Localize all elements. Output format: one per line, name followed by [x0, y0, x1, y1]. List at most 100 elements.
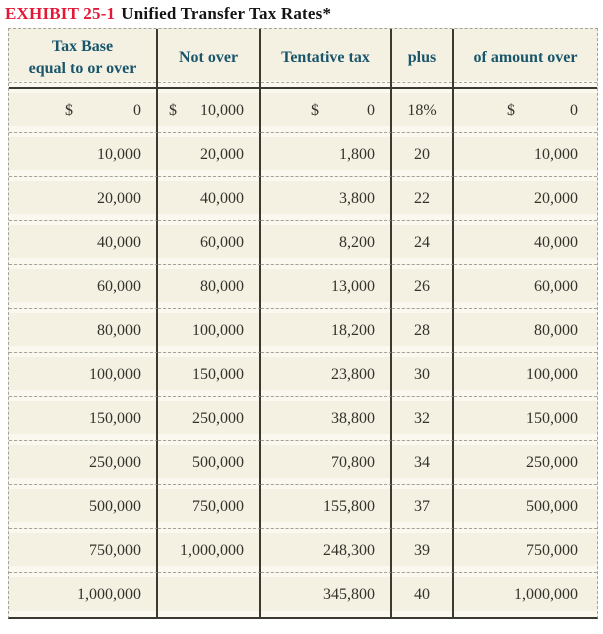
- plus-rate-value: 39: [414, 541, 430, 559]
- header-row: Tax Base equal to or over Not over Tenta…: [9, 29, 597, 89]
- tax-base-value: 20,000: [97, 189, 141, 207]
- not-over-value: 20,000: [200, 145, 244, 163]
- of-amount-over-value: 500,000: [526, 497, 578, 515]
- tax-base-value: 500,000: [89, 497, 141, 515]
- tax-base-value: 100,000: [89, 365, 141, 383]
- not-over-value: 250,000: [192, 409, 244, 427]
- table-row: $0 $10,000 $0 18% $0: [9, 89, 597, 133]
- tax-base-cell: 150,000: [9, 397, 158, 441]
- not-over-cell: 750,000: [158, 485, 261, 529]
- tentative-tax-value: 155,800: [323, 497, 375, 515]
- of-amount-over-cell: 100,000: [454, 353, 597, 397]
- table-row: 500,000 750,000 155,800 37 500,000: [9, 485, 597, 529]
- table-row: 150,000 250,000 38,800 32 150,000: [9, 397, 597, 441]
- tax-base-cell: $0: [9, 89, 158, 133]
- of-amount-over-cell: 20,000: [454, 177, 597, 221]
- tentative-tax-cell: $0: [261, 89, 392, 133]
- of-amount-over-cell: 10,000: [454, 133, 597, 177]
- not-over-value: 40,000: [200, 189, 244, 207]
- not-over-cell: 20,000: [158, 133, 261, 177]
- tentative-tax-cell: 23,800: [261, 353, 392, 397]
- table-body: $0 $10,000 $0 18% $0 10,000 20,000 1,800…: [9, 89, 597, 617]
- tentative-tax-value: 38,800: [331, 409, 375, 427]
- plus-rate-value: 28: [414, 321, 430, 339]
- of-amount-over-value: 10,000: [534, 145, 578, 163]
- tentative-tax-value: 8,200: [339, 233, 375, 251]
- tax-base-cell: 1,000,000: [9, 573, 158, 617]
- tax-base-value: 1,000,000: [77, 586, 141, 603]
- plus-rate-cell: 26: [392, 265, 454, 309]
- table-row: 20,000 40,000 3,800 22 20,000: [9, 177, 597, 221]
- plus-rate-cell: 18%: [392, 89, 454, 133]
- tentative-tax-cell: 345,800: [261, 573, 392, 617]
- plus-rate-cell: 28: [392, 309, 454, 353]
- plus-rate-value: 37: [414, 497, 430, 515]
- not-over-cell: 80,000: [158, 265, 261, 309]
- tax-base-cell: 40,000: [9, 221, 158, 265]
- plus-rate-cell: 24: [392, 221, 454, 265]
- dollar-sign: $: [311, 101, 319, 119]
- not-over-cell: 40,000: [158, 177, 261, 221]
- not-over-cell: $10,000: [158, 89, 261, 133]
- of-amount-over-value: 20,000: [534, 189, 578, 207]
- tentative-tax-value: 345,800: [323, 586, 375, 603]
- dollar-sign: $: [169, 101, 177, 119]
- table-row: 40,000 60,000 8,200 24 40,000: [9, 221, 597, 265]
- not-over-cell: [158, 573, 261, 617]
- of-amount-over-value: 150,000: [526, 409, 578, 427]
- tax-base-cell: 20,000: [9, 177, 158, 221]
- plus-rate-value: 40: [414, 586, 430, 603]
- tentative-tax-value: 18,200: [331, 321, 375, 339]
- tax-base-value: 0: [133, 101, 141, 119]
- plus-rate-value: 24: [414, 233, 430, 251]
- not-over-value: 1,000,000: [180, 541, 244, 559]
- not-over-value: 750,000: [192, 497, 244, 515]
- not-over-cell: 100,000: [158, 309, 261, 353]
- dollar-sign: $: [507, 101, 515, 119]
- plus-rate-cell: 32: [392, 397, 454, 441]
- tentative-tax-cell: 8,200: [261, 221, 392, 265]
- exhibit-number: EXHIBIT 25-1: [5, 4, 116, 23]
- table-row: 1,000,000 345,800 40 1,000,000: [9, 573, 597, 617]
- tentative-tax-cell: 3,800: [261, 177, 392, 221]
- of-amount-over-cell: 40,000: [454, 221, 597, 265]
- of-amount-over-cell: 1,000,000: [454, 573, 597, 617]
- exhibit-title: EXHIBIT 25-1 Unified Transfer Tax Rates*: [5, 4, 603, 24]
- header-tax-base: Tax Base equal to or over: [9, 29, 158, 89]
- table-row: 80,000 100,000 18,200 28 80,000: [9, 309, 597, 353]
- of-amount-over-value: 250,000: [526, 453, 578, 471]
- header-not-over: Not over: [158, 29, 261, 89]
- table-row: 250,000 500,000 70,800 34 250,000: [9, 441, 597, 485]
- header-tentative-tax: Tentative tax: [261, 29, 392, 89]
- plus-rate-cell: 39: [392, 529, 454, 573]
- tax-base-cell: 750,000: [9, 529, 158, 573]
- tentative-tax-cell: 13,000: [261, 265, 392, 309]
- tentative-tax-value: 0: [367, 101, 375, 119]
- plus-rate-value: 22: [414, 189, 430, 207]
- plus-rate-value: 18%: [407, 101, 437, 119]
- not-over-cell: 150,000: [158, 353, 261, 397]
- plus-rate-cell: 22: [392, 177, 454, 221]
- plus-rate-cell: 20: [392, 133, 454, 177]
- tentative-tax-cell: 155,800: [261, 485, 392, 529]
- not-over-value: 100,000: [192, 321, 244, 339]
- unified-transfer-tax-rates-table: Tax Base equal to or over Not over Tenta…: [8, 28, 598, 619]
- plus-rate-cell: 30: [392, 353, 454, 397]
- not-over-cell: 1,000,000: [158, 529, 261, 573]
- of-amount-over-value: 1,000,000: [514, 586, 578, 603]
- tentative-tax-cell: 1,800: [261, 133, 392, 177]
- of-amount-over-cell: $0: [454, 89, 597, 133]
- tentative-tax-value: 3,800: [339, 189, 375, 207]
- tax-base-value: 60,000: [97, 277, 141, 295]
- of-amount-over-cell: 750,000: [454, 529, 597, 573]
- table-header: Tax Base equal to or over Not over Tenta…: [9, 29, 597, 89]
- plus-rate-value: 26: [414, 277, 430, 295]
- of-amount-over-cell: 80,000: [454, 309, 597, 353]
- not-over-cell: 500,000: [158, 441, 261, 485]
- tentative-tax-value: 248,300: [323, 541, 375, 559]
- tentative-tax-value: 13,000: [331, 277, 375, 295]
- table-row: 10,000 20,000 1,800 20 10,000: [9, 133, 597, 177]
- header-plus: plus: [392, 29, 454, 89]
- of-amount-over-value: 750,000: [526, 541, 578, 559]
- not-over-value: 80,000: [200, 277, 244, 295]
